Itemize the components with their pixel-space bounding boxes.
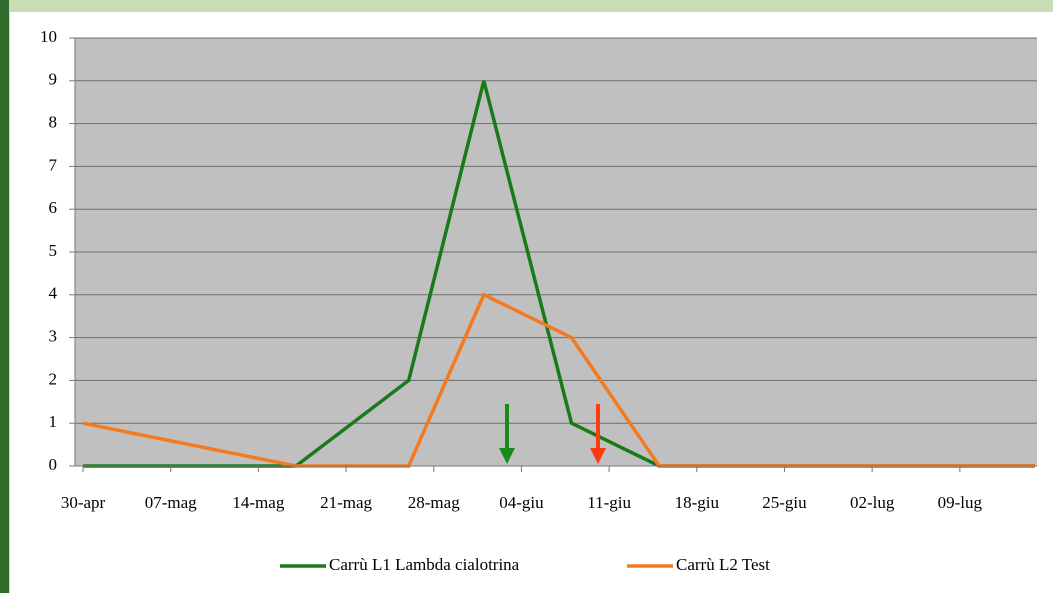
y-tick-label: 8 [49,113,58,132]
x-tick-label: 14-mag [232,493,284,512]
x-tick-label: 02-lug [850,493,895,512]
grid [75,37,1037,467]
y-tick-label: 0 [49,455,58,474]
x-tick-label: 21-mag [320,493,372,512]
legend: Carrù L1 Lambda cialotrina Carrù L2 Test [280,555,770,574]
arrow-green-head [499,448,515,464]
y-tick-label: 6 [49,198,58,217]
x-tick-label: 18-giu [675,493,720,512]
x-tick-label: 04-giu [499,493,544,512]
y-tick-label: 5 [49,241,58,260]
x-tick-label: 09-lug [938,493,983,512]
left-strip [0,0,9,593]
axes: 0 1 2 3 4 5 6 7 8 9 10 30-apr 07-mag 14-mag 21-mag 28-m… [40,27,1037,512]
x-tick-label: 28-mag [408,493,460,512]
y-tick-label: 7 [49,155,58,174]
arrow-red-head [590,448,606,464]
y-tick-label: 3 [49,327,58,346]
x-tick-label: 11-giu [587,493,631,512]
y-tick-label: 9 [49,70,58,89]
x-tick-label: 30-apr [61,493,106,512]
legend-label: Carrù L2 Test [676,555,770,574]
y-tick-label: 2 [49,369,58,388]
y-tick-label: 1 [49,412,58,431]
y-tick-label: 10 [40,27,57,46]
x-tick-label: 07-mag [145,493,197,512]
y-tick-label: 4 [49,284,58,303]
x-tick-label: 25-giu [762,493,807,512]
legend-label: Carrù L1 Lambda cialotrina [329,555,520,574]
